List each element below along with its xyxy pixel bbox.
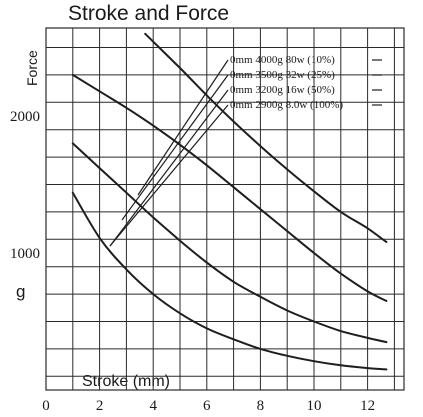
annotation-leader-1 [121, 74, 229, 221]
annotation-leaders [109, 59, 382, 247]
y-unit-label: g [16, 282, 25, 301]
series-line-1 [71, 73, 388, 302]
x-tick-label: 6 [203, 398, 211, 414]
annotation-leader-2 [109, 89, 229, 247]
x-tick-label: 2 [96, 398, 104, 414]
x-tick-label: 10 [307, 398, 322, 414]
grid [45, 27, 405, 391]
curves [71, 32, 388, 371]
x-tick-label: 12 [360, 398, 375, 414]
series-line-3 [71, 191, 388, 371]
series-line-0 [144, 32, 388, 243]
tick-labels: 0 2 4 6 8 10 12 1000 2000 [10, 109, 375, 414]
annotation-label-2: 0mm 3200g 16w (50%) [230, 84, 335, 96]
annotation-leader-0 [137, 59, 229, 196]
x-tick-label: 0 [42, 398, 50, 414]
x-tick-label: 8 [257, 398, 265, 414]
series-line-2 [71, 142, 388, 344]
annotation-label-0: 0mm 4000g 80w (10%) [230, 54, 335, 66]
chart-title: Stroke and Force [68, 2, 229, 25]
x-tick-label: 4 [149, 398, 157, 414]
y-tick-label: 2000 [10, 109, 40, 125]
plot-frame [45, 27, 405, 391]
y-axis-label: Force [24, 50, 40, 86]
y-tick-label: 1000 [10, 246, 40, 262]
annotation-label-3: 0mm 2900g 8.0w (100%) [230, 99, 343, 111]
annotation-label-1: 0mm 3500g 32w (25%) [230, 69, 335, 81]
annotation-leader-3 [109, 104, 229, 247]
annotations: 0mm 4000g 80w (10%) 0mm 3500g 32w (25%) 0m… [230, 54, 343, 111]
